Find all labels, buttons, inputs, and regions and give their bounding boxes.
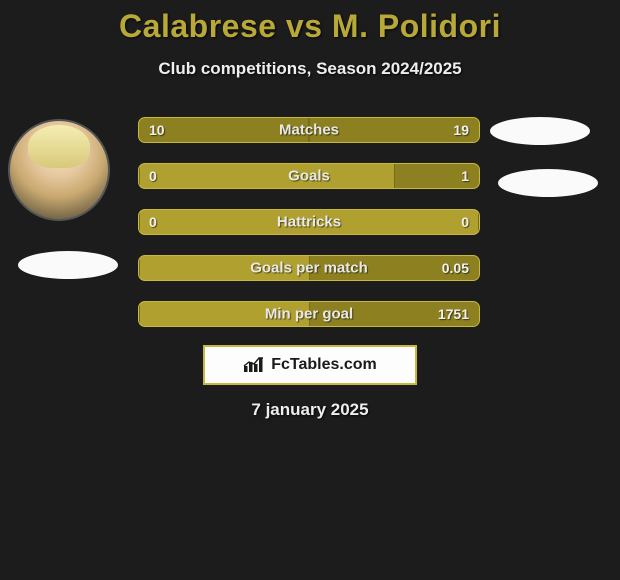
subtitle: Club competitions, Season 2024/2025 (0, 59, 620, 79)
bar-chart-icon (243, 356, 265, 374)
stat-fill-left (139, 210, 140, 234)
stat-label: Min per goal (265, 306, 353, 323)
stat-value-right: 1 (461, 168, 469, 184)
stat-fill-left (139, 164, 140, 188)
stat-label: Hattricks (277, 214, 341, 231)
stat-label: Goals (288, 168, 330, 185)
stat-row: 1751 Min per goal (138, 301, 480, 327)
stat-value-left: 0 (149, 168, 157, 184)
stat-row: 0 0 Hattricks (138, 209, 480, 235)
stat-value-right: 0 (461, 214, 469, 230)
brand-badge: FcTables.com (203, 345, 417, 385)
brand-label: FcTables.com (271, 356, 377, 374)
stat-row: 0 1 Goals (138, 163, 480, 189)
stat-fill-left (139, 256, 140, 280)
stat-value-right: 19 (453, 122, 469, 138)
player-left-club-badge (18, 251, 118, 279)
player-right-avatar (490, 117, 590, 145)
stat-fill-left (139, 302, 140, 326)
stat-row: 10 19 Matches (138, 117, 480, 143)
stat-value-left: 10 (149, 122, 165, 138)
player-right-club-badge (498, 169, 598, 197)
player-left-avatar (8, 119, 110, 221)
stat-value-left: 0 (149, 214, 157, 230)
stat-value-right: 1751 (438, 306, 469, 322)
date-label: 7 january 2025 (0, 400, 620, 420)
stat-value-right: 0.05 (442, 260, 469, 276)
stats-block: 10 19 Matches 0 1 Goals 0 0 Hattricks 0.05 Goals p… (138, 117, 480, 347)
stat-label: Goals per match (250, 260, 368, 277)
stat-row: 0.05 Goals per match (138, 255, 480, 281)
page-title: Calabrese vs M. Polidori (0, 8, 620, 45)
stat-fill-right (478, 210, 479, 234)
stat-label: Matches (279, 122, 339, 139)
